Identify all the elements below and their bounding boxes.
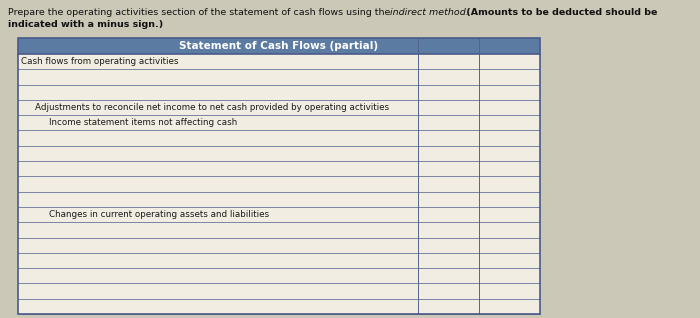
- Text: indirect method.: indirect method.: [390, 8, 469, 17]
- Bar: [18, 146, 540, 161]
- Text: Income statement items not affecting cash: Income statement items not affecting cas…: [49, 118, 237, 127]
- Bar: [18, 54, 540, 69]
- Bar: [18, 38, 540, 54]
- Bar: [18, 222, 540, 238]
- Bar: [18, 130, 540, 146]
- Bar: [18, 161, 540, 176]
- Text: Prepare the operating activities section of the statement of cash flows using th: Prepare the operating activities section…: [8, 8, 393, 17]
- Bar: [18, 38, 540, 314]
- Text: Changes in current operating assets and liabilities: Changes in current operating assets and …: [49, 210, 269, 219]
- Bar: [18, 192, 540, 207]
- Bar: [18, 100, 540, 115]
- Text: Cash flows from operating activities: Cash flows from operating activities: [21, 57, 178, 66]
- Text: Adjustments to reconcile net income to net cash provided by operating activities: Adjustments to reconcile net income to n…: [35, 103, 389, 112]
- Text: (Amounts to be deducted should be: (Amounts to be deducted should be: [463, 8, 657, 17]
- Bar: [18, 253, 540, 268]
- Text: Statement of Cash Flows (partial): Statement of Cash Flows (partial): [179, 41, 379, 51]
- Bar: [18, 69, 540, 85]
- Bar: [18, 85, 540, 100]
- Bar: [18, 283, 540, 299]
- Bar: [18, 268, 540, 283]
- Text: indicated with a minus sign.): indicated with a minus sign.): [8, 20, 163, 29]
- Bar: [18, 115, 540, 130]
- Bar: [18, 176, 540, 192]
- Bar: [18, 238, 540, 253]
- Bar: [18, 299, 540, 314]
- Bar: [18, 207, 540, 222]
